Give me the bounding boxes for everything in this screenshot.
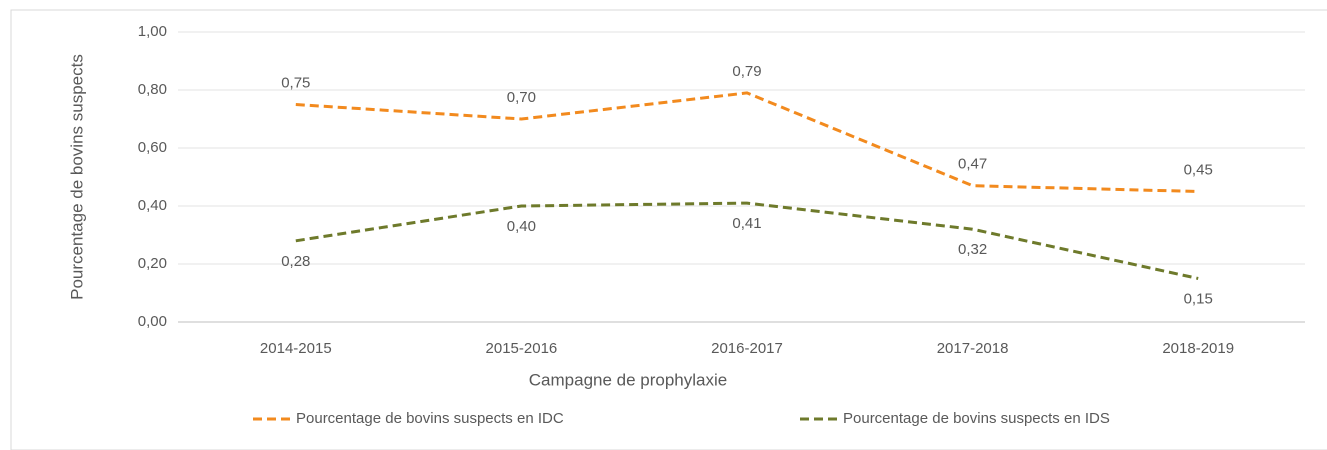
x-tick-label: 2018-2019 bbox=[1162, 340, 1234, 357]
legend-label: Pourcentage de bovins suspects en IDC bbox=[296, 410, 564, 427]
y-tick-label: 0,00 bbox=[138, 313, 167, 330]
x-tick-label: 2015-2016 bbox=[486, 340, 558, 357]
x-tick-label: 2017-2018 bbox=[937, 340, 1009, 357]
data-label: 0,32 bbox=[958, 241, 987, 258]
x-tick-label: 2016-2017 bbox=[711, 340, 783, 357]
data-label: 0,47 bbox=[958, 156, 987, 173]
data-label: 0,15 bbox=[1184, 290, 1213, 307]
data-label: 0,70 bbox=[507, 89, 536, 106]
y-tick-label: 1,00 bbox=[138, 23, 167, 40]
series-line bbox=[295, 201, 1199, 280]
y-tick-label: 0,40 bbox=[138, 197, 167, 214]
y-axis-title: Pourcentage de bovins suspects bbox=[67, 54, 86, 300]
chart-border bbox=[10, 9, 1327, 450]
data-label: 0,79 bbox=[732, 63, 761, 80]
data-label: 0,41 bbox=[732, 215, 761, 232]
data-label: 0,28 bbox=[281, 253, 310, 270]
x-tick-label: 2014-2015 bbox=[260, 340, 332, 357]
data-label: 0,45 bbox=[1184, 161, 1213, 178]
legend-label: Pourcentage de bovins suspects en IDS bbox=[843, 410, 1110, 427]
y-tick-label: 0,20 bbox=[138, 255, 167, 272]
data-label: 0,40 bbox=[507, 218, 536, 235]
data-label: 0,75 bbox=[281, 74, 310, 91]
y-tick-label: 0,80 bbox=[138, 81, 167, 98]
series-line bbox=[295, 91, 1199, 193]
y-tick-label: 0,60 bbox=[138, 139, 167, 156]
x-axis-title: Campagne de prophylaxie bbox=[529, 370, 727, 389]
